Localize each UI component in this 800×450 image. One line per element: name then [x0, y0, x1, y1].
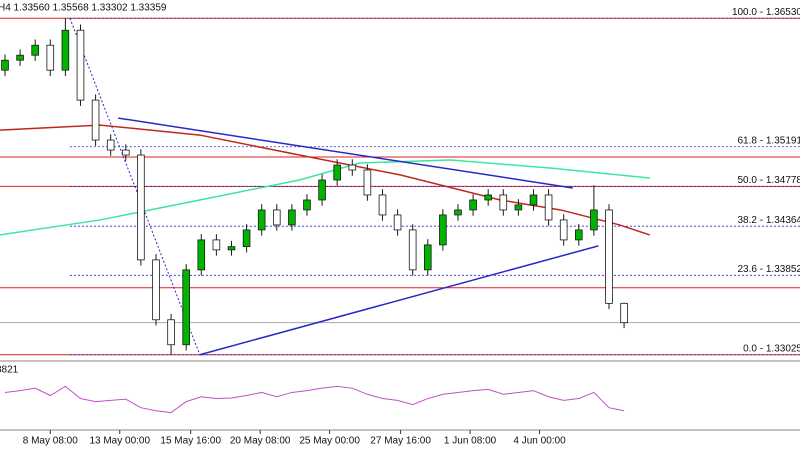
chart-header: H4 1.33560 1.35568 1.33302 1.33359: [0, 3, 167, 14]
fib-label: 100.0 - 1.36530: [732, 7, 800, 18]
candle-body: [91, 99, 100, 141]
candle-body: [137, 154, 145, 261]
moving-average: [0, 124, 650, 236]
candle-body: [499, 194, 508, 211]
candle-body: [393, 214, 402, 231]
fib-label: 38.2 - 1.34364: [738, 215, 800, 226]
candle-body: [484, 194, 492, 201]
fib-label: 0.0 - 1.33025: [743, 343, 800, 354]
candle-body: [16, 54, 24, 61]
candle-body: [544, 194, 553, 221]
candle-body: [454, 209, 462, 216]
candle-body: [227, 246, 236, 251]
candle-body: [318, 179, 326, 201]
candle-body: [303, 199, 311, 211]
candle-body: [378, 194, 387, 216]
candle-body: [288, 209, 296, 226]
moving-average: [0, 159, 650, 236]
candle-body: [469, 199, 477, 211]
candle-body: [363, 169, 372, 196]
candle-body: [197, 239, 206, 271]
candle-body: [408, 229, 417, 271]
candle-body: [1, 59, 9, 71]
trend-line: [199, 245, 599, 356]
candle-body: [152, 259, 160, 321]
candle-body: [76, 29, 85, 101]
candle-body: [574, 229, 583, 241]
candle-body: [590, 209, 598, 231]
x-tick-label: 1 Jun 08:00: [444, 436, 497, 447]
candle-body: [31, 44, 39, 56]
candle-body: [605, 209, 613, 304]
candle-body: [106, 139, 115, 151]
candle-body: [212, 239, 221, 251]
candle-body: [423, 244, 432, 271]
x-tick-label: 8 May 08:00: [23, 436, 78, 447]
trend-line: [118, 117, 573, 189]
candle-body: [46, 44, 55, 71]
x-tick-label: 27 May 16:00: [370, 436, 431, 447]
candle-body: [272, 209, 281, 226]
candle-body: [559, 219, 568, 241]
candle-body: [439, 214, 447, 246]
fib-label: 23.6 - 1.33852: [738, 264, 800, 275]
candle-body: [348, 164, 357, 171]
candle-body: [121, 149, 130, 156]
x-tick-label: 20 May 08:00: [230, 436, 291, 447]
x-tick-label: 15 May 16:00: [160, 436, 221, 447]
fib-label: 50.0 - 1.34778: [738, 175, 800, 186]
candle-body: [620, 302, 628, 324]
fib-label: 61.8 - 1.35191: [738, 135, 800, 146]
candle-body: [529, 194, 538, 206]
candle-body: [182, 269, 190, 346]
candle-body: [242, 229, 251, 248]
candle-body: [167, 319, 175, 346]
candle-body: [514, 204, 523, 211]
x-tick-label: 13 May 00:00: [89, 436, 150, 447]
indicator-label: 8821: [0, 365, 19, 376]
candle-body: [257, 209, 266, 231]
candle-body: [333, 164, 341, 181]
candle-body: [61, 29, 70, 71]
x-tick-label: 4 Jun 00:00: [513, 436, 566, 447]
x-tick-label: 25 May 00:00: [299, 436, 360, 447]
indicator-line: [4, 385, 625, 414]
fib-trend: [69, 18, 201, 355]
